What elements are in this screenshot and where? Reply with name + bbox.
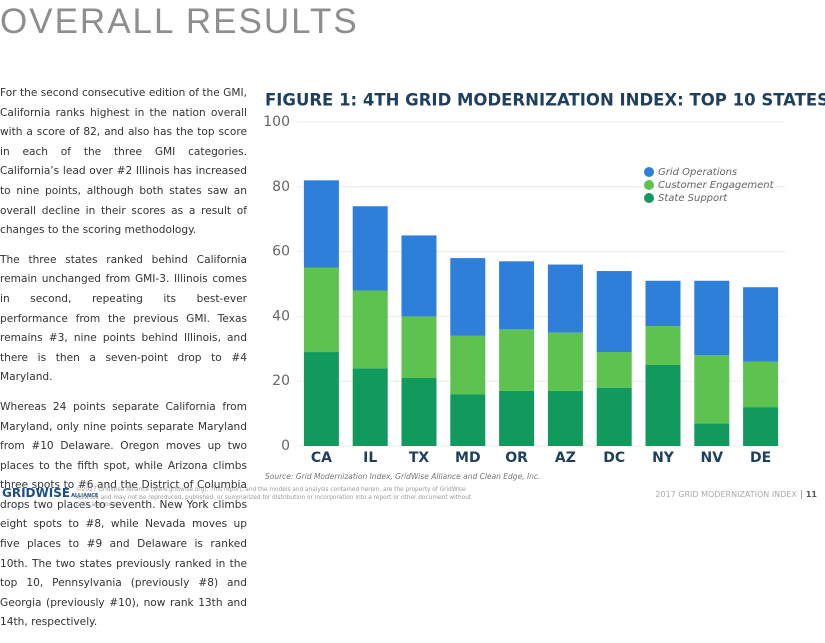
page: OVERALL RESULTS For the second consecuti…: [0, 0, 825, 628]
legend-swatch: [644, 180, 654, 190]
x-tick-label: DC: [603, 450, 625, 466]
x-tick-label: CA: [311, 450, 332, 466]
bar-segment: [352, 368, 388, 446]
bar-segment: [596, 271, 632, 353]
x-tick-label: IL: [363, 450, 377, 466]
running-title: 2017 GRID MODERNIZATION INDEX: [655, 490, 797, 499]
x-tick-label: DE: [750, 450, 771, 466]
bar-segment: [596, 387, 632, 446]
bar-segment: [499, 261, 535, 330]
copyright: ©2017 GridWise Alliance (www.gridwise.or…: [76, 487, 472, 508]
bar-segment: [743, 361, 779, 408]
x-tick-label: NV: [701, 450, 724, 466]
y-tick-label: 100: [263, 114, 290, 130]
x-tick-label: NY: [652, 450, 675, 466]
bar-segment: [450, 335, 486, 395]
bar-segment: [499, 329, 535, 391]
running-footer: 2017 GRID MODERNIZATION INDEX 11: [655, 490, 817, 499]
paragraph: The three states ranked behind Californi…: [0, 253, 247, 384]
logo-text: GRIDWISE: [2, 486, 71, 500]
x-tick-label: AZ: [555, 450, 576, 466]
bar-segment: [352, 290, 388, 369]
page-title: OVERALL RESULTS: [0, 2, 359, 41]
bar-segment: [743, 407, 779, 446]
bar-segment: [547, 332, 583, 391]
bar-segment: [352, 206, 388, 291]
x-tick-label: OR: [505, 450, 528, 466]
bar-segment: [450, 394, 486, 446]
chart: FIGURE 1: 4TH GRID MODERNIZATION INDEX: …: [263, 91, 825, 482]
y-tick-label: 60: [272, 244, 290, 260]
legend-swatch: [644, 167, 654, 177]
bar-segment: [743, 287, 779, 362]
bar-segment: [303, 180, 339, 268]
logo: GRIDWISEALLIANCE: [2, 486, 98, 500]
legend-label: Grid Operations: [658, 167, 737, 178]
bar-segment: [547, 390, 583, 446]
chart-source: Source: Grid Modernization Index, GridWi…: [265, 472, 540, 481]
legend-label: Customer Engagement: [658, 180, 775, 191]
y-tick-label: 0: [281, 438, 290, 454]
x-tick-label: MD: [455, 450, 481, 466]
x-tick-label: TX: [409, 450, 430, 466]
bar-segment: [645, 365, 681, 446]
paragraph: For the second consecutive edition of th…: [0, 87, 247, 237]
bar-segment: [401, 316, 437, 378]
page-number: 11: [800, 490, 817, 499]
y-tick-label: 40: [272, 308, 290, 324]
bar-segment: [401, 235, 437, 317]
bar-segment: [645, 280, 681, 327]
chart-title: FIGURE 1: 4TH GRID MODERNIZATION INDEX: …: [265, 91, 825, 110]
y-tick-label: 80: [272, 179, 290, 195]
bar-segment: [694, 423, 730, 446]
y-tick-label: 20: [272, 373, 290, 389]
bar-segment: [694, 355, 730, 424]
bar-segment: [450, 258, 486, 336]
bar-segment: [547, 264, 583, 333]
bar-segment: [645, 326, 681, 365]
bar-segment: [596, 352, 632, 388]
bar-segment: [303, 352, 339, 446]
bar-segment: [694, 280, 730, 356]
legend-label: State Support: [658, 193, 728, 204]
legend-swatch: [644, 193, 654, 203]
bar-segment: [401, 377, 437, 446]
logo-sub: ALLIANCE: [71, 493, 99, 499]
bar-segment: [499, 390, 535, 446]
bar-segment: [303, 267, 339, 353]
